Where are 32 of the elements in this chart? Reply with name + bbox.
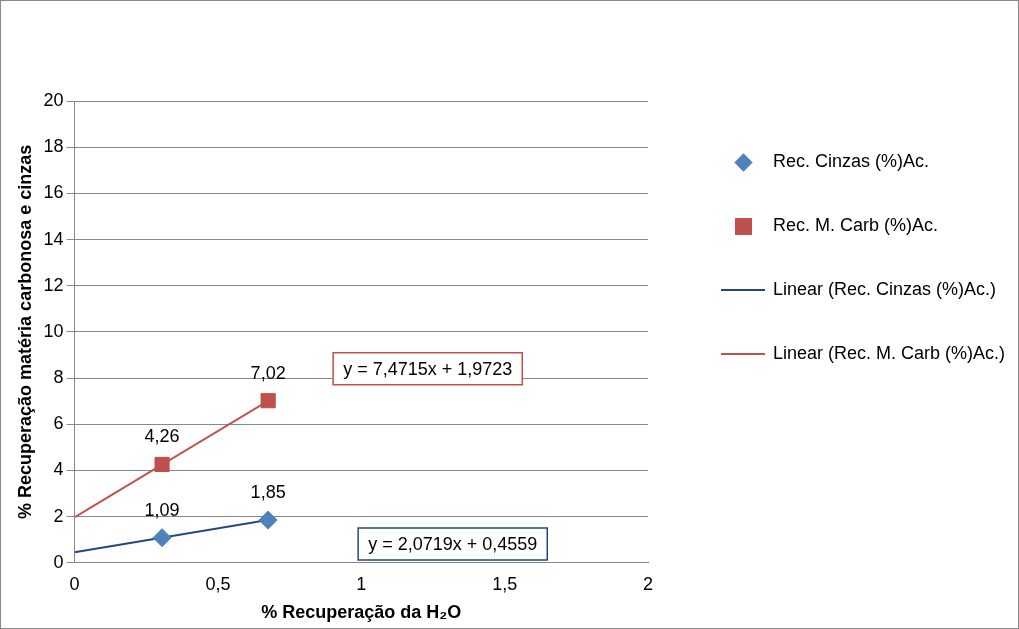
x-tick-label: 2 [642, 573, 654, 594]
x-axis-title: % Recuperação da H₂O [261, 602, 462, 623]
point [152, 528, 172, 548]
x-tick-label: 1 [356, 573, 367, 594]
data-label: 4,26 [144, 426, 180, 447]
y-tick-label: 8 [53, 367, 64, 388]
legend-label: Linear (Rec. Cinzas (%)Ac.) [773, 279, 997, 300]
point [260, 393, 276, 409]
y-tick-label: 16 [43, 182, 64, 203]
y-tick-label: 14 [43, 228, 64, 249]
legend-label: Rec. M. Carb (%)Ac. [773, 215, 939, 236]
data-label: 7,02 [250, 362, 286, 383]
point [154, 456, 170, 473]
data-label: 1,85 [250, 482, 286, 503]
y-tick-label: 4 [53, 459, 64, 480]
x-tick-label: 0 [69, 573, 80, 594]
data-label: 1,09 [144, 499, 180, 520]
x-tick-label: 0,5 [205, 573, 231, 594]
y-tick-label: 6 [53, 413, 64, 434]
y-tick-label: 0 [53, 551, 64, 572]
annotation: y = 7,4715x + 1,9723 [343, 358, 513, 379]
x-tick-label: 1,5 [492, 573, 518, 594]
y-axis-title: % Recuperação matéria carbonosa e cinzas [14, 144, 35, 519]
y-tick-label: 2 [53, 505, 64, 526]
point [258, 510, 278, 530]
y-tick-label: 18 [43, 136, 64, 157]
y-tick-label: 10 [43, 320, 64, 341]
legend-label: Linear (Rec. M. Carb (%)Ac.) [773, 343, 1006, 364]
y-tick-label: 20 [43, 89, 64, 110]
annotation: y = 2,0719x + 0,4559 [368, 533, 538, 554]
y-tick-label: 12 [43, 274, 64, 295]
legend-label: Rec. Cinzas (%)Ac. [773, 151, 930, 172]
